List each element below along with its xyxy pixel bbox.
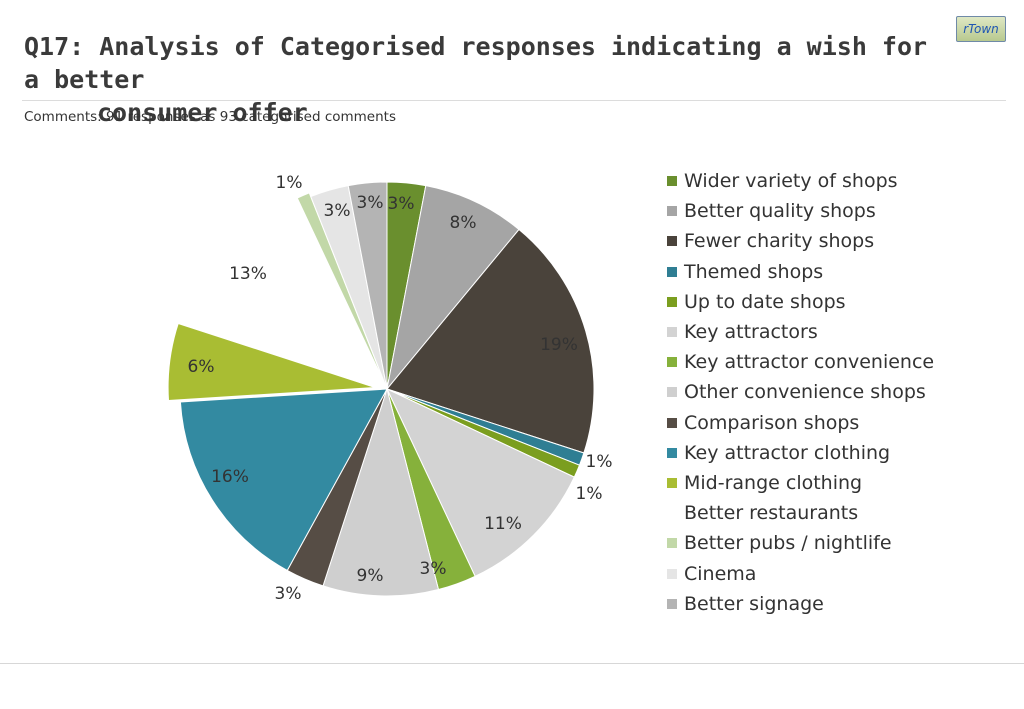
logo-text: rTown <box>963 22 999 36</box>
slice-data-label: 1% <box>586 452 613 472</box>
pie-slice <box>179 388 388 572</box>
legend-item: Better pubs / nightlife <box>667 528 934 558</box>
legend-item: Key attractor clothing <box>667 438 934 468</box>
rtown-logo: rTown <box>956 16 1006 42</box>
legend-swatch <box>667 387 677 398</box>
slice-data-label: 1% <box>276 173 303 193</box>
legend-item: Better signage <box>667 589 934 619</box>
legend-label: Better signage <box>684 592 824 615</box>
legend-label: Mid-range clothing <box>684 471 863 494</box>
legend-swatch <box>667 206 677 217</box>
legend-swatch <box>667 266 677 277</box>
pie-slice <box>385 387 575 577</box>
slice-data-label: 3% <box>324 201 351 221</box>
legend-swatch <box>667 176 677 187</box>
legend-label: Wider variety of shops <box>684 170 898 193</box>
slice-data-label: 9% <box>357 566 384 586</box>
footer-divider <box>0 663 1024 664</box>
legend-label: Better quality shops <box>684 200 876 223</box>
slice-data-label: 6% <box>188 357 215 377</box>
legend-label: Key attractors <box>684 321 818 344</box>
pie-slice <box>347 181 388 390</box>
legend-label: Up to date shops <box>684 290 846 313</box>
slice-data-label: 16% <box>211 467 249 487</box>
legend-label: Comparison shops <box>684 411 860 434</box>
pie-slices <box>167 181 595 597</box>
page-title: Q17: Analysis of Categorised responses i… <box>24 30 944 129</box>
title-divider <box>22 100 1006 101</box>
legend-swatch <box>667 327 677 338</box>
slice-data-label: 8% <box>450 213 477 233</box>
pie-slice <box>386 228 595 454</box>
legend-swatch <box>667 477 677 488</box>
legend-item: Up to date shops <box>667 287 934 317</box>
legend-item: Better quality shops <box>667 196 934 226</box>
legend-item: Cinema <box>667 558 934 588</box>
slice-data-label: 1% <box>576 484 603 504</box>
slice-data-label: 19% <box>540 335 578 355</box>
pie-slice <box>189 201 388 390</box>
title-line-1: Q17: Analysis of Categorised responses i… <box>24 32 928 94</box>
pie-slice <box>386 185 520 390</box>
legend-swatch <box>667 357 677 368</box>
legend-swatch <box>667 598 677 609</box>
legend-swatch <box>667 508 677 519</box>
title-line-2: consumer offer <box>97 98 308 127</box>
legend-swatch <box>667 417 677 428</box>
legend-swatch <box>667 236 677 247</box>
legend-item: Key attractor convenience <box>667 347 934 377</box>
legend-label: Themed shops <box>684 260 824 283</box>
legend-label: Better pubs / nightlife <box>684 532 892 555</box>
legend-label: Fewer charity shops <box>684 230 875 253</box>
legend-item: Key attractors <box>667 317 934 347</box>
pie-slice <box>296 192 386 386</box>
legend-item: Better restaurants <box>667 498 934 528</box>
legend-label: Other convenience shops <box>684 381 926 404</box>
slice-data-label: 3% <box>275 584 302 604</box>
legend-item: Wider variety of shops <box>667 166 934 196</box>
chart-legend: Wider variety of shops Better quality sho… <box>667 166 934 619</box>
legend-item: Other convenience shops <box>667 377 934 407</box>
pie-slice <box>167 322 376 402</box>
legend-swatch <box>667 538 677 549</box>
legend-swatch <box>667 447 677 458</box>
legend-item: Fewer charity shops <box>667 226 934 256</box>
legend-item: Comparison shops <box>667 408 934 438</box>
legend-label: Better restaurants <box>684 502 859 525</box>
pie-slice <box>322 387 440 597</box>
legend-label: Key attractor convenience <box>684 351 935 374</box>
legend-swatch <box>667 568 677 579</box>
legend-label: Cinema <box>684 562 757 585</box>
slice-data-label: 3% <box>388 194 415 214</box>
slice-data-label: 3% <box>357 193 384 213</box>
legend-item: Mid-range clothing <box>667 468 934 498</box>
legend-swatch <box>667 296 677 307</box>
legend-label: Key attractor clothing <box>684 441 891 464</box>
pie-labels: 3%8%19%1%1%11%3%9%3%16%6%13%1%3% 3% <box>188 173 613 604</box>
slice-data-label: 3% <box>420 559 447 579</box>
legend-item: Themed shops <box>667 257 934 287</box>
slice-data-label: 13% <box>229 264 267 284</box>
slice-data-label: 11% <box>484 514 522 534</box>
chart-subtitle: Comments: 91 responses as 93 categorised… <box>24 109 396 125</box>
